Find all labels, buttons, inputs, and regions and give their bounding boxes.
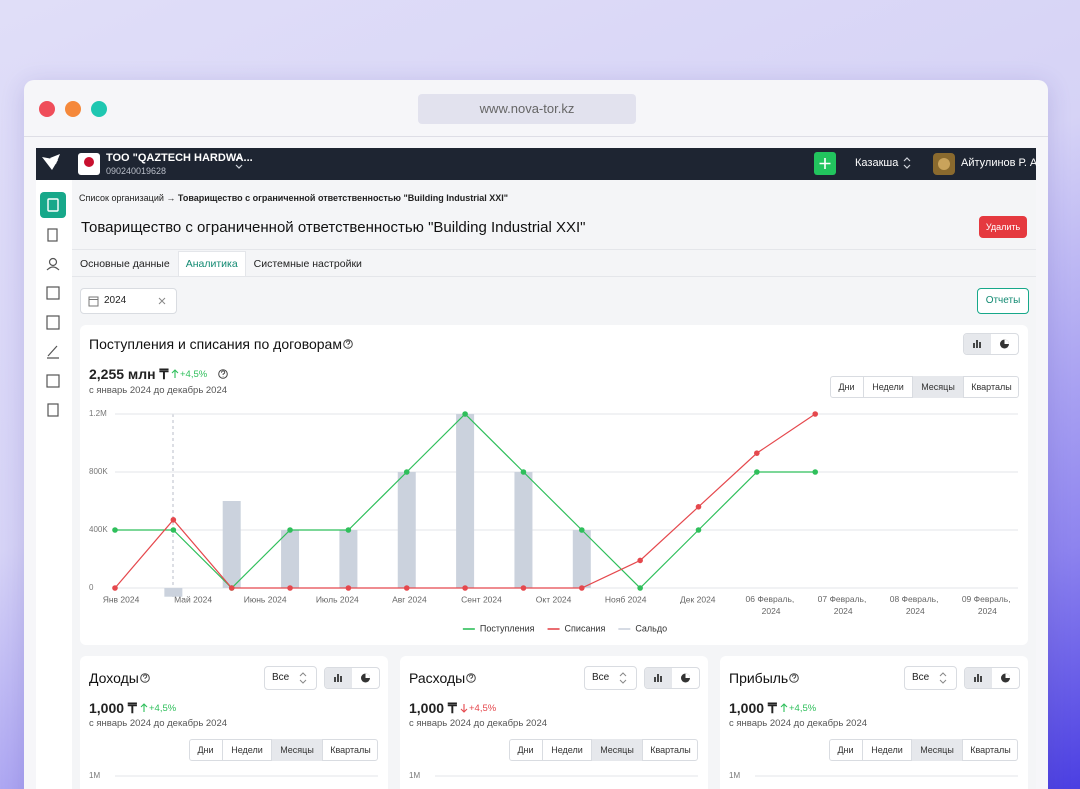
- total-value: 2,255 млн ₸: [89, 366, 169, 382]
- delete-button[interactable]: Удалить: [979, 216, 1027, 238]
- change-value: +4,5%: [180, 369, 208, 380]
- company-id: 090240019628: [106, 166, 167, 176]
- section-title: Доходы: [89, 670, 139, 686]
- language-select[interactable]: Казакша: [855, 157, 899, 169]
- period-option[interactable]: Дни: [838, 382, 855, 392]
- company-name[interactable]: ТОО "QAZTECH HARDWA...: [106, 152, 253, 164]
- period-option[interactable]: Кварталы: [642, 739, 698, 761]
- filter-select[interactable]: Все: [584, 666, 637, 690]
- period-text: с январь 2024 до декабрь 2024: [729, 718, 868, 729]
- bar-chart-button[interactable]: [325, 668, 352, 688]
- tab[interactable]: Основные данные: [80, 258, 170, 270]
- minimize-dot[interactable]: [65, 101, 81, 117]
- pie-chart-button[interactable]: [352, 668, 379, 688]
- section-title: Прибыль: [729, 670, 789, 686]
- address-bar[interactable]: www.nova-tor.kz: [418, 94, 636, 124]
- period-option[interactable]: Месяцы: [591, 739, 642, 761]
- divider: [24, 136, 1048, 137]
- period-option[interactable]: Недели: [863, 376, 912, 398]
- tab[interactable]: Системные настройки: [253, 258, 362, 270]
- period-option[interactable]: Кварталы: [963, 376, 1019, 398]
- period-option[interactable]: Недели: [222, 739, 271, 761]
- page-title: Товарищество с ограниченной ответственно…: [81, 219, 586, 236]
- close-dot[interactable]: [39, 101, 55, 117]
- user-name[interactable]: Айтулинов Р. А.: [961, 157, 1041, 169]
- period-text: с январь 2024 до декабрь 2024: [89, 385, 228, 396]
- total-value: 1,000 ₸: [729, 700, 777, 716]
- filter-select[interactable]: Все: [904, 666, 957, 690]
- pie-chart-button[interactable]: [672, 668, 699, 688]
- total-value: 1,000 ₸: [409, 700, 457, 716]
- divider: [72, 276, 1036, 277]
- period-option[interactable]: Недели: [862, 739, 911, 761]
- period-option[interactable]: Месяцы: [911, 739, 962, 761]
- change-value: +4,5%: [469, 703, 497, 714]
- breadcrumb-link[interactable]: Список организаций: [79, 193, 164, 203]
- period-text: с январь 2024 до декабрь 2024: [89, 718, 228, 729]
- breadcrumb-current: Товарищество с ограниченной ответственно…: [177, 193, 508, 203]
- bar-chart-button[interactable]: [645, 668, 672, 688]
- pie-chart-button[interactable]: [992, 668, 1019, 688]
- pie-chart-button[interactable]: [991, 334, 1018, 354]
- change-value: +4,5%: [149, 703, 177, 714]
- year-filter-value: 2024: [104, 295, 127, 306]
- period-option[interactable]: Месяцы: [912, 376, 963, 398]
- period-text: с январь 2024 до декабрь 2024: [409, 718, 548, 729]
- period-option[interactable]: Дни: [837, 745, 854, 755]
- breadcrumb: Список организаций → Товарищество с огра…: [79, 193, 508, 203]
- period-option[interactable]: Недели: [542, 739, 591, 761]
- reports-button[interactable]: Отчеты: [977, 288, 1029, 314]
- period-option[interactable]: Месяцы: [271, 739, 322, 761]
- period-option[interactable]: Дни: [197, 745, 214, 755]
- filter-select[interactable]: Все: [264, 666, 317, 690]
- tab[interactable]: Аналитика: [177, 251, 246, 276]
- app-header: [36, 148, 1036, 180]
- section-title: Поступления и списания по договорам: [89, 336, 342, 352]
- period-option[interactable]: Кварталы: [962, 739, 1018, 761]
- divider: [72, 249, 1036, 250]
- change-value: +4,5%: [789, 703, 817, 714]
- period-option[interactable]: Дни: [517, 745, 534, 755]
- section-title: Расходы: [409, 670, 466, 686]
- bar-chart-button[interactable]: [964, 334, 991, 354]
- maximize-dot[interactable]: [91, 101, 107, 117]
- period-option[interactable]: Кварталы: [322, 739, 378, 761]
- bar-chart-button[interactable]: [965, 668, 992, 688]
- breadcrumb-separator: →: [166, 193, 176, 203]
- total-value: 1,000 ₸: [89, 700, 137, 716]
- tab-bar: Основные данные Аналитика Системные настро…: [72, 251, 370, 276]
